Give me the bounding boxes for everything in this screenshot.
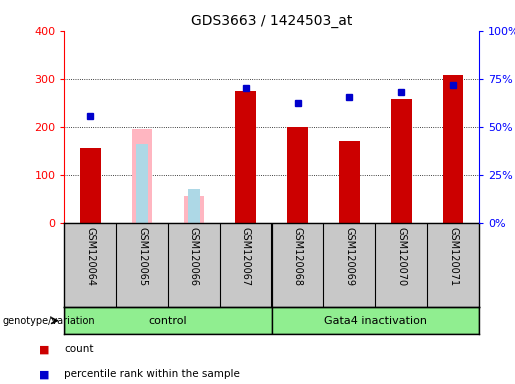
Bar bbox=[272, 307, 479, 334]
Bar bbox=[339, 141, 360, 223]
Text: percentile rank within the sample: percentile rank within the sample bbox=[64, 369, 241, 379]
Bar bbox=[136, 144, 148, 223]
Bar bbox=[183, 196, 204, 223]
Bar bbox=[235, 91, 256, 223]
Text: GSM120067: GSM120067 bbox=[241, 227, 251, 286]
Text: genotype/variation: genotype/variation bbox=[3, 316, 95, 326]
Text: GSM120069: GSM120069 bbox=[345, 227, 354, 286]
Text: control: control bbox=[149, 316, 187, 326]
Bar bbox=[443, 75, 464, 223]
Text: count: count bbox=[64, 344, 94, 354]
Bar bbox=[80, 148, 100, 223]
Text: GSM120068: GSM120068 bbox=[293, 227, 303, 286]
Text: GSM120064: GSM120064 bbox=[85, 227, 95, 286]
Text: GSM120070: GSM120070 bbox=[396, 227, 406, 286]
Text: Gata4 inactivation: Gata4 inactivation bbox=[324, 316, 427, 326]
Text: GSM120071: GSM120071 bbox=[448, 227, 458, 286]
Bar bbox=[188, 189, 200, 223]
Text: GSM120065: GSM120065 bbox=[137, 227, 147, 286]
Text: GSM120066: GSM120066 bbox=[189, 227, 199, 286]
Text: ■: ■ bbox=[39, 344, 49, 354]
Bar bbox=[132, 129, 152, 223]
Bar bbox=[64, 307, 272, 334]
Bar bbox=[287, 127, 308, 223]
Text: ■: ■ bbox=[39, 369, 49, 379]
Bar bbox=[391, 99, 411, 223]
Title: GDS3663 / 1424503_at: GDS3663 / 1424503_at bbox=[191, 14, 352, 28]
